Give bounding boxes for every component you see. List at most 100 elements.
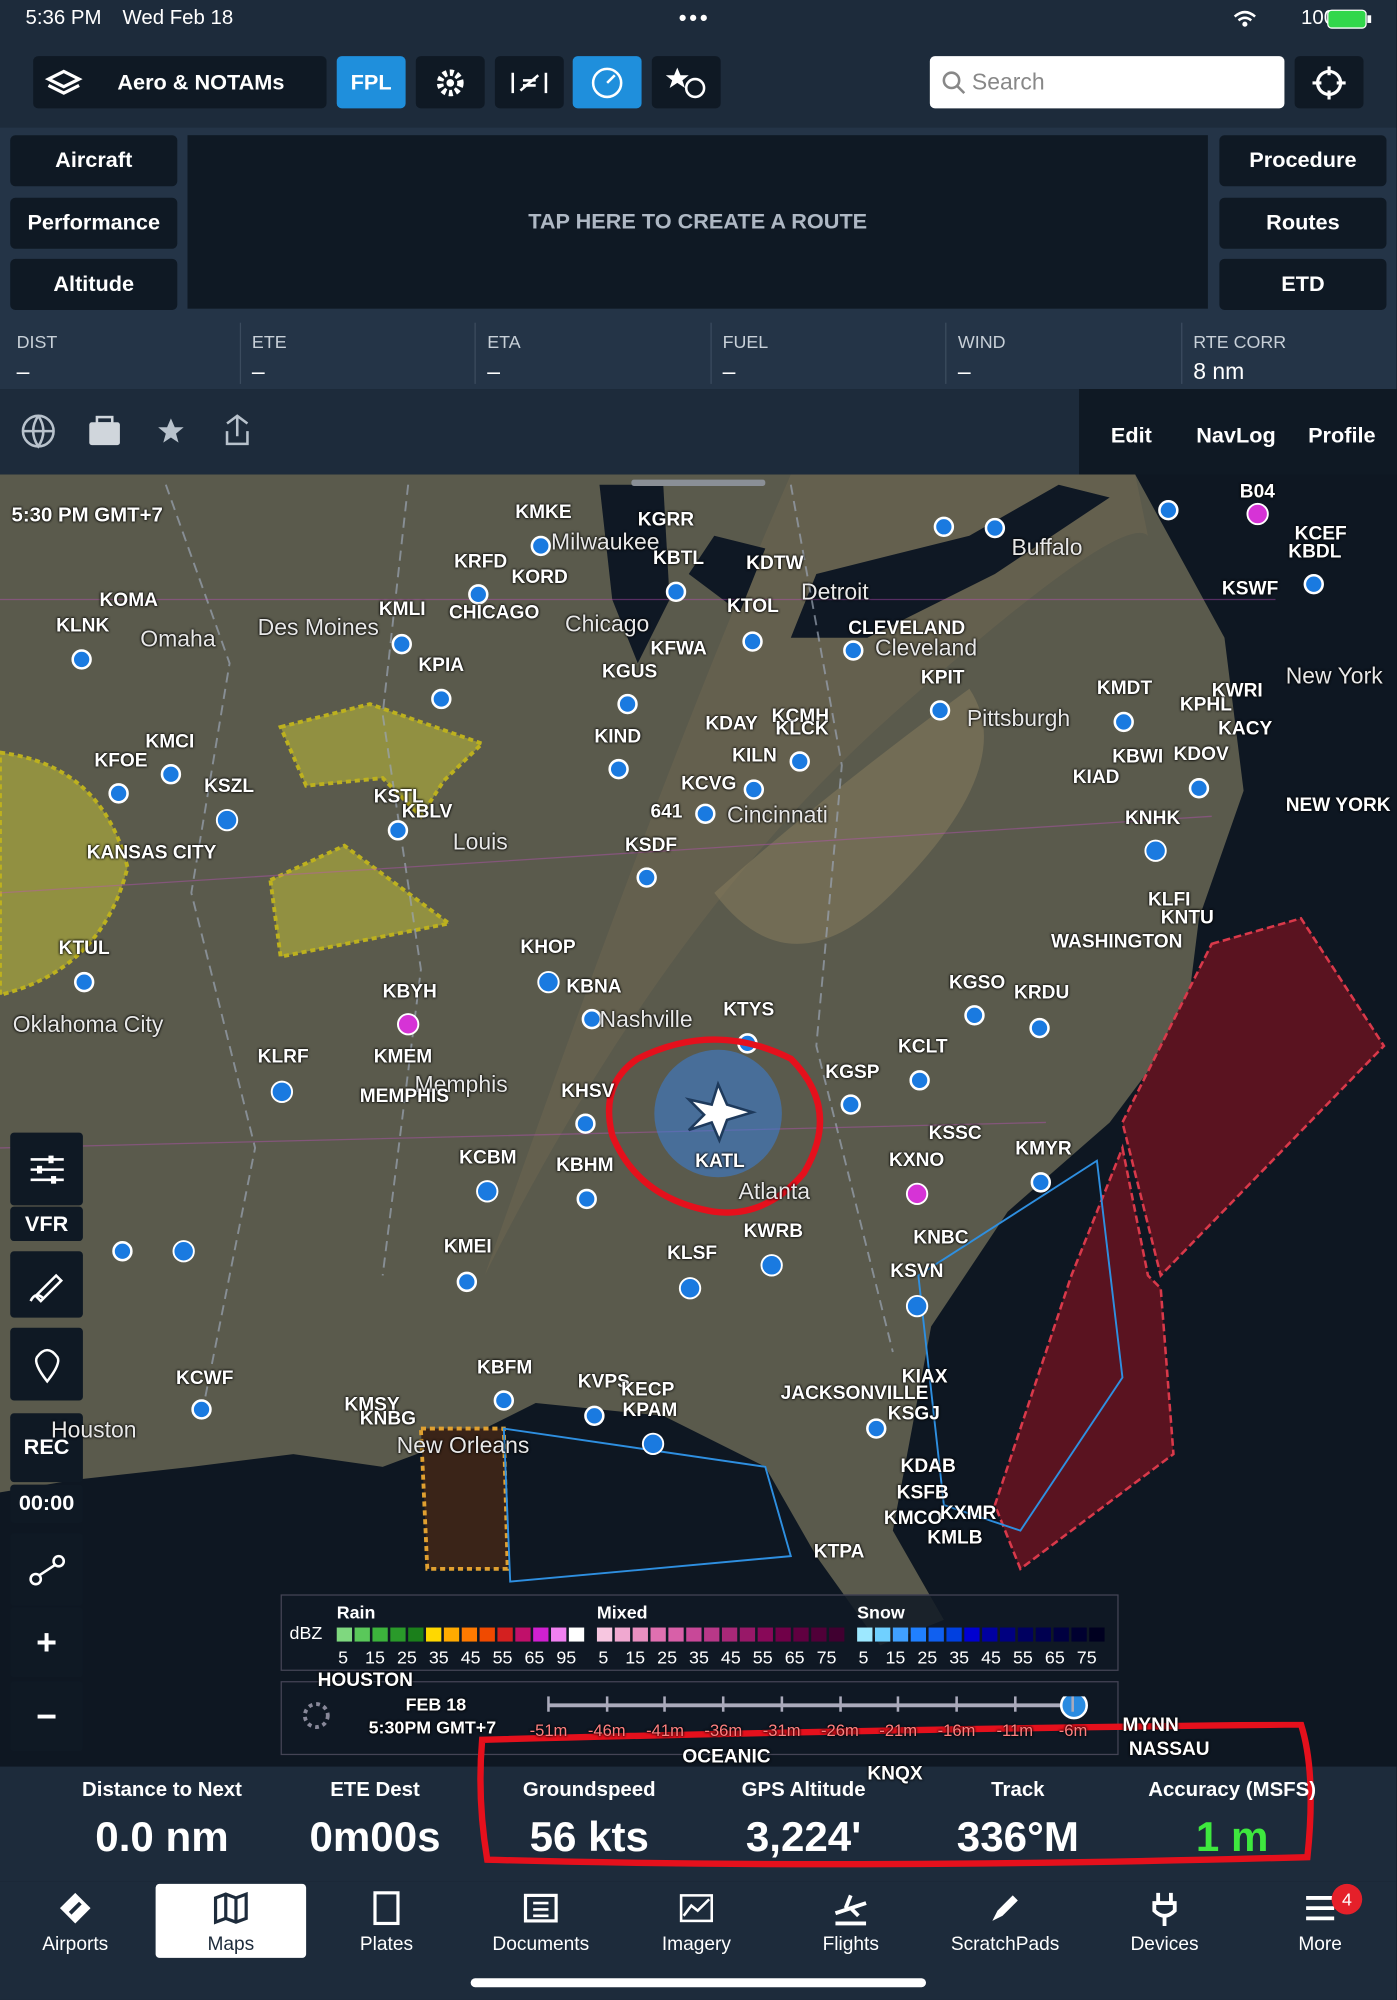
- map-label: HOUSTON: [317, 1669, 413, 1692]
- plan-button[interactable]: ETD: [1219, 258, 1387, 310]
- legend-swatch: [533, 1627, 549, 1642]
- map-label: New York: [1285, 663, 1383, 689]
- tab-icon: [213, 1891, 248, 1925]
- search-placeholder: Search: [971, 68, 1045, 95]
- legend-scale: 15: [625, 1646, 646, 1668]
- legend-scale: 95: [556, 1646, 577, 1668]
- map-label: KSTL: [373, 785, 424, 808]
- filters-button[interactable]: [10, 1132, 83, 1206]
- layers-label: Aero & NOTAMs: [117, 69, 285, 94]
- legend-swatch: [443, 1627, 460, 1642]
- plan-button[interactable]: Procedure: [1219, 135, 1387, 187]
- create-route-prompt[interactable]: TAP HERE TO CREATE A ROUTE: [187, 135, 1208, 309]
- route-button[interactable]: [10, 1533, 83, 1606]
- draw-button[interactable]: [10, 1251, 83, 1318]
- stat-label: Groundspeed: [522, 1779, 656, 1802]
- status-icons: [1233, 10, 1256, 27]
- map-label: KIAD: [1072, 766, 1120, 789]
- legend-swatch: [668, 1627, 684, 1642]
- plan-button[interactable]: Routes: [1219, 197, 1387, 249]
- plan-button[interactable]: Performance: [10, 197, 178, 249]
- info-label: RTE CORR: [1193, 331, 1287, 353]
- map-label: New Orleans: [396, 1432, 530, 1458]
- zoom-in[interactable]: +: [10, 1607, 83, 1678]
- tab-icon: [1306, 1896, 1335, 1921]
- tab[interactable]: Plates: [311, 1885, 462, 1959]
- legend-swatch: [336, 1627, 353, 1642]
- vfr-button[interactable]: VFR: [10, 1206, 83, 1242]
- info-label: DIST: [16, 331, 58, 353]
- map-label: KMSY: [344, 1394, 400, 1416]
- map-label: KCBM: [459, 1146, 517, 1169]
- map-label: KCWF: [176, 1367, 234, 1390]
- map-label: Atlanta: [738, 1178, 811, 1205]
- legend-swatch: [811, 1627, 827, 1642]
- split-button[interactable]: [494, 56, 564, 109]
- status-date: Wed Feb 18: [122, 7, 234, 30]
- tab[interactable]: More: [1245, 1885, 1396, 1959]
- map-label: KCVG: [681, 772, 737, 795]
- tab[interactable]: ScratchPads: [930, 1885, 1081, 1959]
- map-label: KNBC: [913, 1227, 969, 1249]
- tab[interactable]: Devices: [1089, 1885, 1240, 1959]
- zoom-out[interactable]: −: [10, 1681, 83, 1752]
- legend-swatch: [596, 1627, 613, 1642]
- map-label: KLSF: [667, 1242, 718, 1265]
- tab[interactable]: Documents: [466, 1885, 617, 1959]
- search-box[interactable]: Search: [929, 56, 1285, 109]
- plan-button[interactable]: Aircraft: [10, 135, 178, 187]
- fpl-button[interactable]: FPL: [336, 56, 406, 109]
- stat-label: ETE Dest: [330, 1779, 420, 1802]
- legend-swatch: [1035, 1627, 1052, 1642]
- map-label: KBYH: [382, 980, 437, 1003]
- tab-label: Imagery: [661, 1933, 731, 1956]
- timeline-tick-label: -11m: [996, 1720, 1034, 1740]
- map-label: KPIA: [418, 654, 465, 677]
- legend-swatch: [568, 1627, 585, 1642]
- rec-button[interactable]: REC: [10, 1413, 83, 1483]
- legend-swatch: [408, 1627, 424, 1642]
- tab[interactable]: Maps: [156, 1885, 307, 1959]
- map-label: KSFB: [896, 1482, 949, 1504]
- info-value: –: [251, 358, 265, 384]
- info-label: ETE: [251, 331, 287, 353]
- settings-button[interactable]: [415, 56, 485, 109]
- tab-label: Devices: [1130, 1933, 1199, 1956]
- map-label: Omaha: [140, 626, 216, 652]
- map-label: KXNO: [889, 1149, 945, 1171]
- map-label: KGUS: [602, 660, 658, 683]
- favorites-timer-button[interactable]: [651, 56, 721, 109]
- map-label: KRDU: [1014, 982, 1070, 1004]
- plan-tab[interactable]: Edit: [1110, 423, 1152, 448]
- search-icon: [942, 71, 966, 95]
- gear-icon: [436, 68, 464, 96]
- timeline-tick: [605, 1696, 609, 1712]
- map-label: KNTU: [1160, 906, 1214, 929]
- plan-tab[interactable]: NavLog: [1196, 423, 1276, 448]
- instrument-button[interactable]: [572, 56, 642, 109]
- tab[interactable]: Airports: [0, 1885, 151, 1959]
- plan-button[interactable]: Altitude: [10, 258, 178, 310]
- tab-icon: [992, 1895, 1018, 1921]
- map-label: CLEVELAND: [848, 617, 966, 640]
- timeline-tick: [547, 1696, 550, 1712]
- legend-swatch: [874, 1627, 891, 1642]
- map-label: KBLV: [401, 801, 453, 823]
- plan-tab[interactable]: Profile: [1308, 423, 1376, 448]
- stat-label: Distance to Next: [82, 1779, 242, 1802]
- stat-value: 1 m: [1195, 1812, 1269, 1860]
- map-label: KLFI: [1147, 889, 1191, 911]
- tab[interactable]: Flights: [776, 1885, 927, 1959]
- timeline-tick-label: -21m: [879, 1720, 918, 1740]
- layers-button[interactable]: Aero & NOTAMs: [33, 56, 327, 109]
- legend-swatch: [426, 1627, 442, 1642]
- pin-button[interactable]: [10, 1327, 83, 1401]
- legend-scale: 25: [657, 1646, 678, 1668]
- map-label: KMKE: [515, 501, 572, 523]
- map-label: KSZL: [204, 775, 255, 798]
- map-label: Memphis: [414, 1071, 508, 1097]
- map[interactable]: [0, 474, 1397, 1767]
- tab[interactable]: Imagery: [621, 1885, 772, 1959]
- locate-button[interactable]: [1294, 56, 1364, 109]
- map-label: KDOV: [1173, 743, 1229, 766]
